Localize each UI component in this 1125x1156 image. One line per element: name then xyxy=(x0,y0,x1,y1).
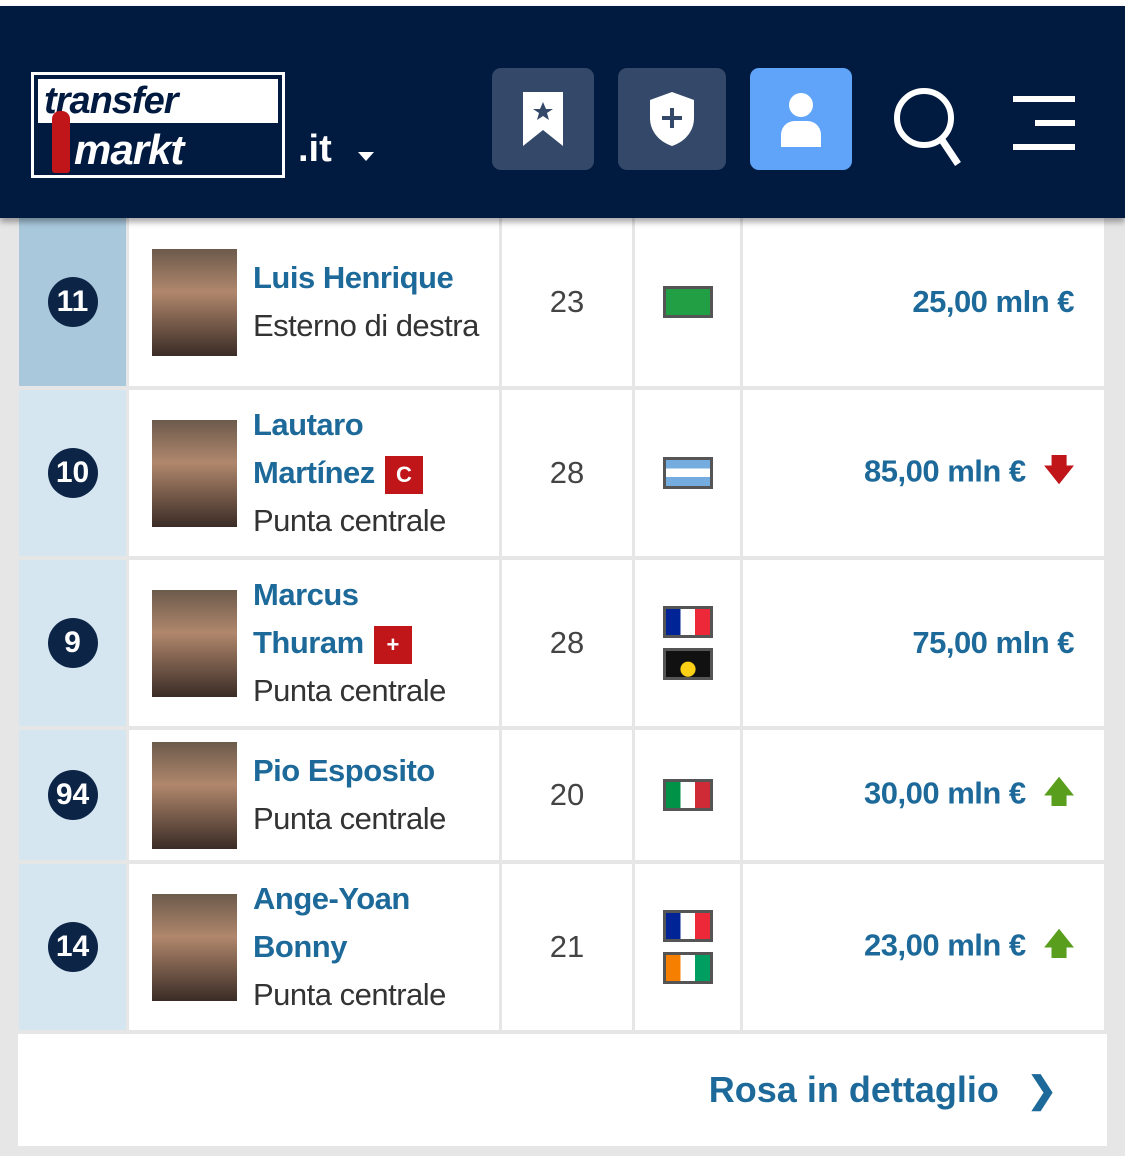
player-position: Punta centrale xyxy=(253,673,446,708)
player-row: 9 Marcus Thuram + Punta centrale 28 75,00 m… xyxy=(19,560,1104,726)
user-button[interactable] xyxy=(750,68,852,170)
market-value-cell: 30,00 mln € 🡅 xyxy=(743,730,1104,860)
squad-table: 11 Luis Henrique Esterno di destra 23 25,… xyxy=(16,214,1107,1034)
top-strip xyxy=(0,0,1125,6)
flag-france-icon xyxy=(662,606,713,638)
transfermarkt-logo[interactable]: transfer markt xyxy=(31,72,285,178)
market-value-cell: 85,00 mln € 🡇 xyxy=(743,390,1104,556)
market-value-cell: 75,00 mln € xyxy=(743,560,1104,726)
player-row: 10 Lautaro Martínez C Punta centrale 28 85,… xyxy=(19,390,1104,556)
player-name[interactable]: Pio Esposito xyxy=(253,753,435,788)
flag-brazil-icon xyxy=(662,286,713,318)
nationality-cell xyxy=(635,218,740,386)
player-row: 11 Luis Henrique Esterno di destra 23 25,… xyxy=(19,218,1104,386)
player-name[interactable]: Bonny xyxy=(253,929,347,964)
logo-player-icon xyxy=(52,111,70,173)
shirt-number: 9 xyxy=(47,618,98,668)
player-cell: Marcus Thuram + Punta centrale xyxy=(129,560,499,726)
market-value[interactable]: 23,00 mln € xyxy=(864,927,1026,963)
chevron-right-icon: ❯ xyxy=(1026,1069,1057,1110)
player-age: 28 xyxy=(502,390,632,556)
caret-down-icon[interactable] xyxy=(358,152,374,161)
market-value[interactable]: 85,00 mln € xyxy=(864,453,1026,489)
shirt-number-cell: 14 xyxy=(19,864,126,1030)
arrow-down-icon: 🡇 xyxy=(1043,453,1075,487)
player-name[interactable]: Thuram + xyxy=(253,619,446,667)
nationality-cell xyxy=(635,730,740,860)
logo-text-markt: markt xyxy=(74,126,184,173)
player-name[interactable]: Lautaro xyxy=(253,407,364,442)
nationality-cell xyxy=(635,560,740,726)
player-position: Punta centrale xyxy=(253,503,446,538)
shirt-number-cell: 9 xyxy=(19,560,126,726)
player-name[interactable]: Ange-Yoan xyxy=(253,881,410,916)
player-age: 21 xyxy=(502,864,632,1030)
search-icon[interactable] xyxy=(892,86,966,168)
market-value[interactable]: 75,00 mln € xyxy=(912,625,1074,660)
nationality-cell xyxy=(635,390,740,556)
player-cell: Ange-Yoan Bonny Punta centrale xyxy=(129,864,499,1030)
arrow-up-icon: 🡅 xyxy=(1043,775,1075,809)
player-cell: Lautaro Martínez C Punta centrale xyxy=(129,390,499,556)
bookmark-star-icon xyxy=(523,92,563,146)
flag-ivory-coast-icon xyxy=(662,952,713,984)
player-cell: Luis Henrique Esterno di destra xyxy=(129,218,499,386)
market-value[interactable]: 30,00 mln € xyxy=(864,775,1026,811)
player-position: Punta centrale xyxy=(253,801,446,836)
shirt-number: 10 xyxy=(47,448,98,498)
nationality-cell xyxy=(635,864,740,1030)
player-photo[interactable] xyxy=(152,589,237,697)
squad-detail-label: Rosa in dettaglio xyxy=(708,1069,999,1110)
arrow-up-icon: 🡅 xyxy=(1043,927,1075,961)
shirt-number: 11 xyxy=(47,277,98,327)
market-value-cell: 23,00 mln € 🡅 xyxy=(743,864,1104,1030)
player-row: 14 Ange-Yoan Bonny Punta centrale 21 23,00… xyxy=(19,864,1104,1030)
player-age: 28 xyxy=(502,560,632,726)
player-photo[interactable] xyxy=(152,419,237,527)
injury-badge-icon: + xyxy=(373,625,412,664)
player-name[interactable]: Martínez C xyxy=(253,449,446,497)
shirt-number-cell: 10 xyxy=(19,390,126,556)
player-name[interactable]: Luis Henrique xyxy=(253,260,454,295)
shirt-number: 94 xyxy=(47,770,98,820)
menu-icon[interactable] xyxy=(1013,94,1075,156)
shirt-number-cell: 11 xyxy=(19,218,126,386)
user-icon xyxy=(781,93,821,147)
player-photo[interactable] xyxy=(152,741,237,849)
flag-argentina-icon xyxy=(662,457,713,489)
player-photo[interactable] xyxy=(152,248,237,356)
shirt-number-cell: 94 xyxy=(19,730,126,860)
flag-italy-icon xyxy=(662,779,713,811)
bookmark-button[interactable] xyxy=(492,68,594,170)
player-position: Esterno di destra xyxy=(253,308,479,343)
player-row: 94 Pio Esposito Punta centrale 20 30,00 m… xyxy=(19,730,1104,860)
flag-france-icon xyxy=(662,910,713,942)
shield-plus-icon xyxy=(650,92,694,146)
shirt-number: 14 xyxy=(47,922,98,972)
squad-detail-link[interactable]: Rosa in dettaglio ❯ xyxy=(18,1034,1107,1146)
club-button[interactable] xyxy=(618,68,726,170)
player-age: 20 xyxy=(502,730,632,860)
player-position: Punta centrale xyxy=(253,977,446,1012)
site-header: transfer markt .it xyxy=(0,6,1125,218)
player-name[interactable]: Marcus xyxy=(253,577,359,612)
player-photo[interactable] xyxy=(152,893,237,1001)
domain-selector[interactable]: .it xyxy=(298,128,332,170)
logo-text-transfer: transfer xyxy=(38,79,278,123)
captain-badge-icon: C xyxy=(384,455,423,494)
player-cell: Pio Esposito Punta centrale xyxy=(129,730,499,860)
flag-guadeloupe-icon xyxy=(662,648,713,680)
player-age: 23 xyxy=(502,218,632,386)
market-value[interactable]: 25,00 mln € xyxy=(912,284,1074,319)
market-value-cell: 25,00 mln € xyxy=(743,218,1104,386)
